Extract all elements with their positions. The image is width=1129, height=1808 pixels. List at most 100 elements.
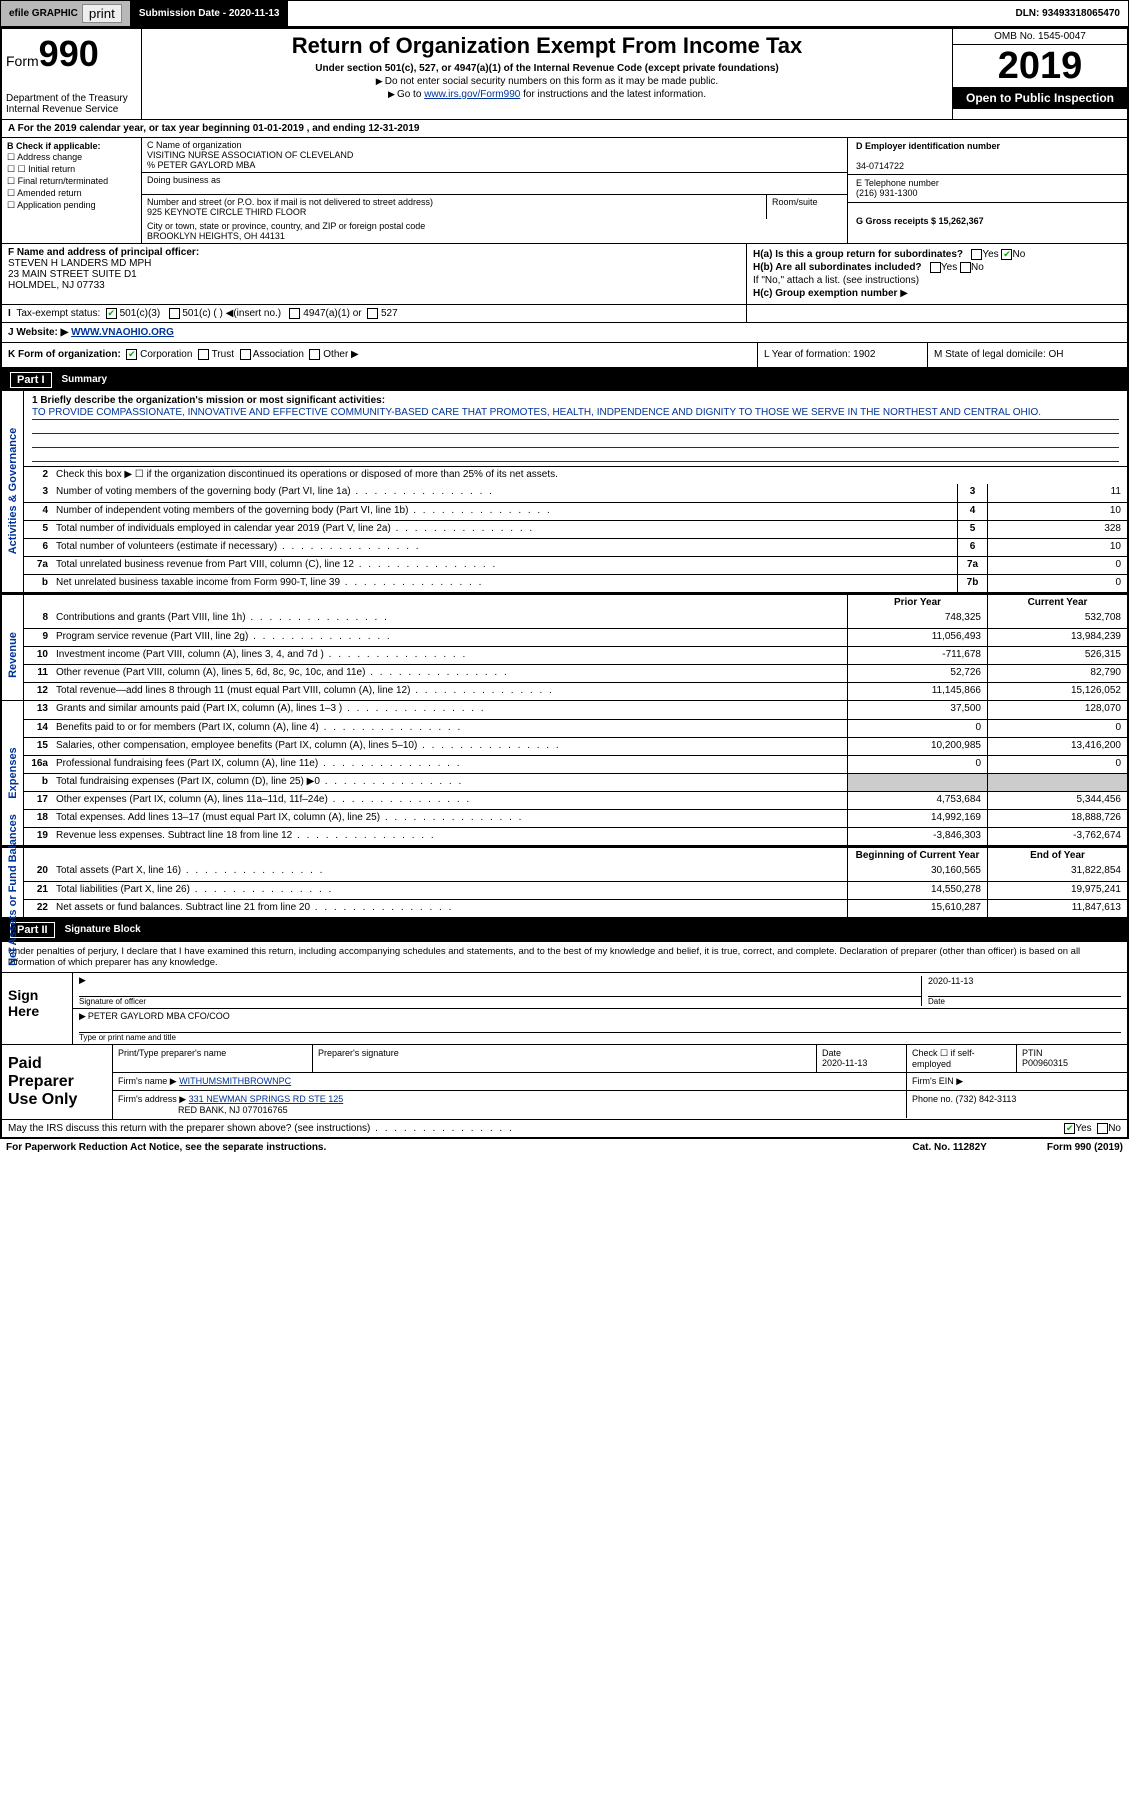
firm-name-link[interactable]: WITHUMSMITHBROWNPC [179,1076,291,1086]
chk-amended[interactable]: ☐ Amended return [7,188,136,199]
discuss-no[interactable] [1097,1123,1108,1134]
line-desc: Total number of individuals employed in … [52,521,957,538]
vert-net-assets: Net Assets or Fund Balances [2,863,24,917]
prior-year-value: 10,200,985 [847,738,987,755]
chk-address-change[interactable]: ☐ Address change [7,152,136,163]
chk-name-change[interactable]: ☐ ☐ Initial return ☐ Final return/termin… [7,164,136,211]
prior-year-value: 4,753,684 [847,792,987,809]
part1-header: Part I Summary [2,369,1127,391]
sign-here-label: Sign Here [2,973,72,1044]
summary-line: 22 Net assets or fund balances. Subtract… [24,899,1127,917]
street-cell: Number and street (or P.O. box if mail i… [142,195,767,219]
chk-501c[interactable] [169,308,180,319]
vert-spacer [2,595,24,610]
chk-other[interactable] [309,349,320,360]
section-l: L Year of formation: 1902 [757,343,927,366]
summary-line: 19 Revenue less expenses. Subtract line … [24,827,1127,845]
hdr-spacer [24,595,847,610]
sig-officer-caption: Signature of officer [79,996,921,1006]
end-year-header: End of Year [987,848,1127,863]
line-value: 328 [987,521,1127,538]
current-year-value: 532,708 [987,610,1127,628]
line-num: b [24,575,52,592]
chk-application-pending[interactable]: ☐ Application pending [7,200,136,211]
sig-officer-row: Signature of officer 2020-11-13Date [73,973,1127,1009]
vert-revenue: Revenue [2,610,24,700]
dba-label: Doing business as [147,175,221,185]
prep-ptin-cell: PTINP00960315 [1017,1045,1127,1072]
print-button[interactable]: print [82,4,122,23]
officer-street: 23 MAIN STREET SUITE D1 [8,269,137,280]
ha-no[interactable] [1001,249,1012,260]
prep-name-header: Print/Type preparer's name [113,1045,313,1072]
header-left: Form990 Department of the Treasury Inter… [2,29,142,119]
officer-name: STEVEN H LANDERS MD MPH [8,258,151,269]
section-b-label: B Check if applicable: [7,141,101,151]
summary-line: 6 Total number of volunteers (estimate i… [24,538,1127,556]
firm-phone-cell: Phone no. (732) 842-3113 [907,1091,1127,1118]
mission-blank2 [32,434,1119,448]
revenue-block: Revenue 8 Contributions and grants (Part… [2,610,1127,701]
current-year-value [987,774,1127,791]
prior-current-header: Prior Year Current Year [2,593,1127,610]
prior-year-value: 11,056,493 [847,629,987,646]
line-value: 0 [987,575,1127,592]
ha-yes[interactable] [971,249,982,260]
goto-line: Go to www.irs.gov/Form990 for instructio… [150,89,944,100]
hb-note: If "No," attach a list. (see instruction… [753,275,1121,286]
sig-date-cell: 2020-11-13Date [921,976,1121,1006]
tax-year: 2019 [953,45,1127,87]
row-klm: K Form of organization: Corporation Trus… [2,343,1127,368]
chk-501c3[interactable] [106,308,117,319]
prior-year-value: 37,500 [847,701,987,719]
mission-box: 1 Briefly describe the organization's mi… [24,391,1127,466]
section-c: C Name of organization VISITING NURSE AS… [142,138,847,243]
current-year-value: 5,344,456 [987,792,1127,809]
line-desc: Total revenue—add lines 8 through 11 (mu… [52,683,847,700]
hb-line: H(b) Are all subordinates included? Yes … [753,262,1121,273]
discuss-yes[interactable] [1064,1123,1075,1134]
irs-link[interactable]: www.irs.gov/Form990 [424,89,520,100]
part2-title: Signature Block [65,924,141,935]
firm-addr-cell: Firm's address ▶ 331 NEWMAN SPRINGS RD S… [113,1091,907,1118]
chk-final-return[interactable]: ☐ Final return/terminated [7,176,136,187]
prep-date-value: 2020-11-13 [822,1058,867,1068]
row-fgh: F Name and address of principal officer:… [2,244,1127,305]
chk-association[interactable] [240,349,251,360]
line-desc: Professional fundraising fees (Part IX, … [52,756,847,773]
current-year-value: 13,984,239 [987,629,1127,646]
header-mid: Return of Organization Exempt From Incom… [142,29,952,119]
form-frame: Form990 Department of the Treasury Inter… [0,27,1129,1139]
sign-fields: Signature of officer 2020-11-13Date PETE… [72,973,1127,1044]
preparer-table: Print/Type preparer's name Preparer's si… [112,1045,1127,1119]
header-right: OMB No. 1545-0047 2019 Open to Public In… [952,29,1127,119]
chk-4947[interactable] [289,308,300,319]
line-desc: Number of voting members of the governin… [52,484,957,502]
ein-row: D Employer identification number 34-0714… [848,138,1127,175]
chk-trust[interactable] [198,349,209,360]
officer-printed-name: PETER GAYLORD MBA CFO/COO [88,1011,230,1021]
line-desc: Other revenue (Part VIII, column (A), li… [52,665,847,682]
penalty-statement: Under penalties of perjury, I declare th… [2,941,1127,972]
summary-line: b Net unrelated business taxable income … [24,574,1127,592]
mission-blank1 [32,420,1119,434]
page-footer: For Paperwork Reduction Act Notice, see … [0,1139,1129,1156]
prior-year-value: 30,160,565 [847,863,987,881]
summary-line: 11 Other revenue (Part VIII, column (A),… [24,664,1127,682]
firm-addr-link[interactable]: 331 NEWMAN SPRINGS RD STE 125 [189,1094,344,1104]
hb-yes[interactable] [930,262,941,273]
firm-ein-cell: Firm's EIN ▶ [907,1073,1127,1090]
line-box: 4 [957,503,987,520]
current-year-value: 128,070 [987,701,1127,719]
sign-here-block: Sign Here Signature of officer 2020-11-1… [2,972,1127,1044]
line-value: 10 [987,539,1127,556]
chk-corporation[interactable] [126,349,137,360]
hb-no[interactable] [960,262,971,273]
website-link[interactable]: WWW.VNAOHIO.ORG [71,327,174,338]
chk-527[interactable] [367,308,378,319]
current-year-value: 18,888,726 [987,810,1127,827]
prior-year-value: -3,846,303 [847,828,987,845]
phone-label: E Telephone number [856,178,939,188]
line-box: 7b [957,575,987,592]
ag-content: 1 Briefly describe the organization's mi… [24,391,1127,592]
